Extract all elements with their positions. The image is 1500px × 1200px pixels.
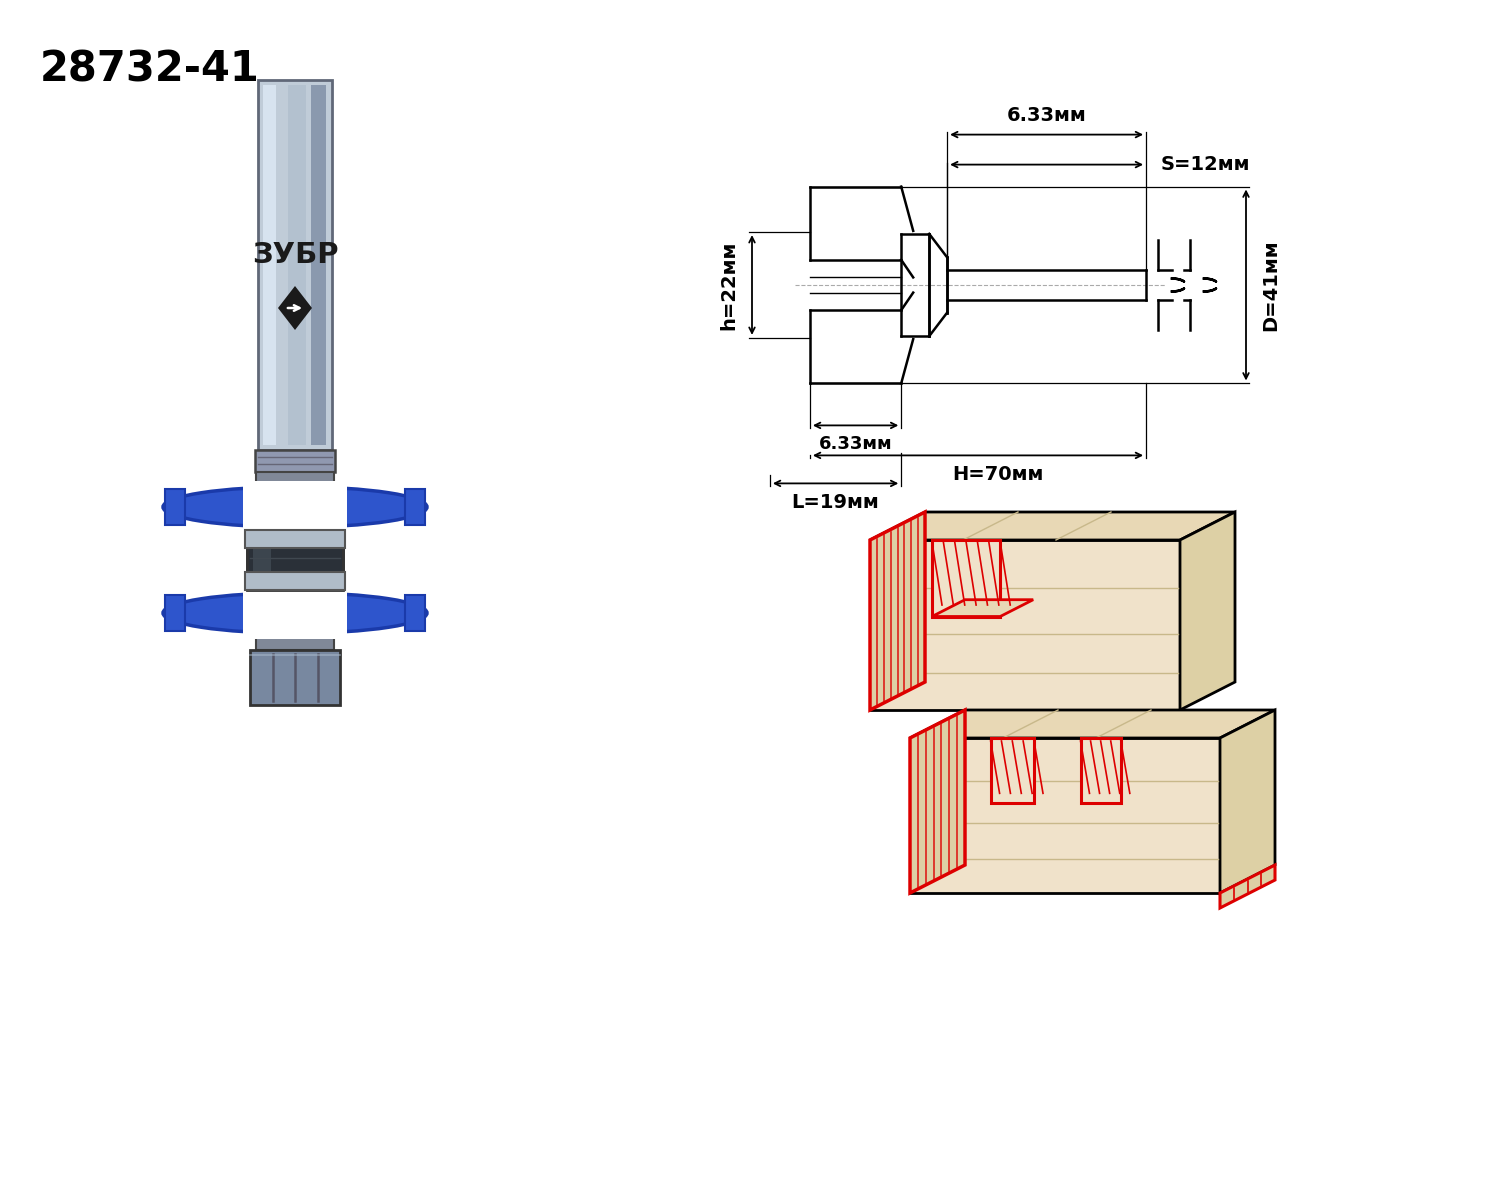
Polygon shape: [870, 540, 1180, 710]
Polygon shape: [278, 286, 312, 330]
Text: 28732-41: 28732-41: [40, 49, 260, 91]
Polygon shape: [932, 600, 1034, 617]
Text: H=70мм: H=70мм: [952, 466, 1044, 485]
Bar: [244, 530, 345, 548]
Bar: [255, 450, 334, 472]
Bar: [256, 636, 334, 650]
Bar: [243, 481, 346, 533]
Bar: [244, 572, 345, 590]
Polygon shape: [1220, 865, 1275, 908]
Polygon shape: [910, 710, 964, 893]
Bar: [254, 534, 272, 586]
Text: L=19мм: L=19мм: [792, 493, 879, 512]
Polygon shape: [1180, 512, 1234, 710]
Bar: [405, 595, 424, 631]
Bar: [243, 587, 346, 638]
Text: S=12мм: S=12мм: [1161, 155, 1251, 174]
Polygon shape: [910, 738, 1220, 893]
Bar: [312, 85, 326, 445]
Bar: [254, 534, 272, 586]
Polygon shape: [990, 738, 1033, 803]
Polygon shape: [932, 540, 1000, 617]
Bar: [258, 80, 332, 450]
Text: 6.33мм: 6.33мм: [1007, 106, 1086, 125]
Polygon shape: [1080, 738, 1120, 803]
Bar: [248, 530, 344, 590]
Bar: [165, 595, 184, 631]
Bar: [288, 85, 306, 445]
Bar: [256, 472, 334, 484]
Ellipse shape: [164, 593, 428, 634]
Text: D=41мм: D=41мм: [1262, 239, 1280, 331]
Polygon shape: [870, 512, 925, 710]
Bar: [165, 490, 184, 526]
Polygon shape: [910, 710, 1275, 738]
Ellipse shape: [164, 487, 428, 527]
Bar: [405, 490, 424, 526]
Bar: [262, 85, 276, 445]
Polygon shape: [870, 512, 1234, 540]
Text: ЗУБР: ЗУБР: [252, 241, 339, 269]
Bar: [248, 530, 344, 590]
Text: h=22мм: h=22мм: [718, 240, 738, 330]
Text: 6.33мм: 6.33мм: [819, 436, 892, 454]
Bar: [251, 650, 340, 704]
Polygon shape: [1220, 710, 1275, 893]
